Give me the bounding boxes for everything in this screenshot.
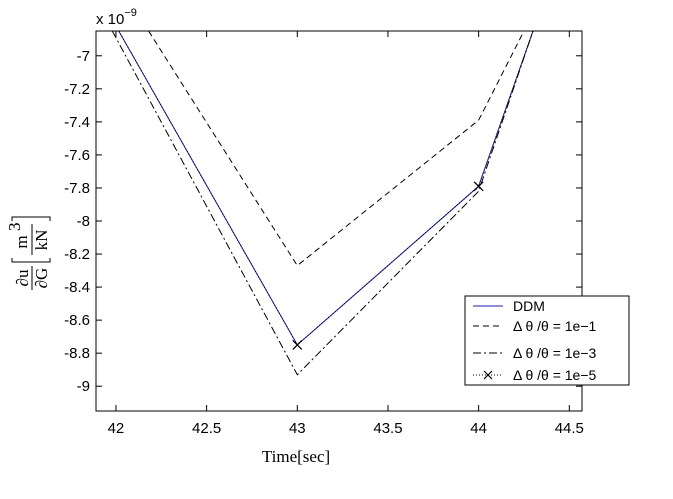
x-tick-label: 42 [108,420,125,437]
series-marker-x [473,181,484,192]
series-marker-x [292,339,303,350]
y-tick-label: -7 [77,48,90,65]
y-tick-label: -7.8 [64,180,90,197]
y-title-numerator: ∂u [13,269,32,286]
legend-marker-x [483,370,493,380]
y-title-unit-denominator: kN [32,230,51,251]
x-axis-title: Time[sec] [262,447,330,466]
y-tick-label: -7.2 [64,81,90,98]
series-layer [111,31,534,376]
legend: DDM Δ θ /θ = 1e−1 Δ θ /θ = 1e−3 Δ θ /θ =… [464,295,630,386]
y-tick-label: -9 [77,378,90,395]
y-tick-label: -8.2 [64,246,90,263]
y-multiplier-exponent: −9 [124,7,137,19]
y-tick-label: -8.4 [64,279,90,296]
y-tick-label: -7.6 [64,147,90,164]
y-title-denominator: ∂G [32,268,51,289]
y-title-unit-exponent: 3 [5,223,24,232]
x-tick-label: 44.5 [555,420,584,437]
x-axis-ticks: 42 42.5 43 43.5 44 44.5 [108,31,584,437]
legend-box [464,295,630,386]
y-tick-label: -8.8 [64,345,90,362]
x-tick-label: 42.5 [192,420,221,437]
y-axis-ticks: -7 -7.2 -7.4 -7.6 -7.8 -8 -8.2 -8.4 -8.6 -8.8 -9 [64,48,582,395]
legend-label-1e-3: Δ θ /θ = 1e−3 [513,345,597,361]
y-title-unit-numerator: m [12,235,31,248]
y-tick-label: -8 [77,213,90,230]
x-tick-label: 43.5 [373,420,402,437]
y-axis-title: ∂u ∂G m 3 kN [5,216,51,290]
series-line-1 [148,31,525,267]
series-line-2 [111,31,534,376]
legend-label-1e-1: Δ θ /θ = 1e−1 [513,318,597,334]
y-multiplier: x 10−9 [96,7,137,28]
series-line-3 [118,31,534,346]
legend-label-ddm: DDM [513,298,545,314]
y-tick-label: -7.4 [64,114,90,131]
x-tick-label: 44 [470,420,487,437]
y-tick-label: -8.6 [64,312,90,329]
legend-label-1e-5: Δ θ /θ = 1e−5 [513,367,597,383]
x-tick-label: 43 [289,420,306,437]
